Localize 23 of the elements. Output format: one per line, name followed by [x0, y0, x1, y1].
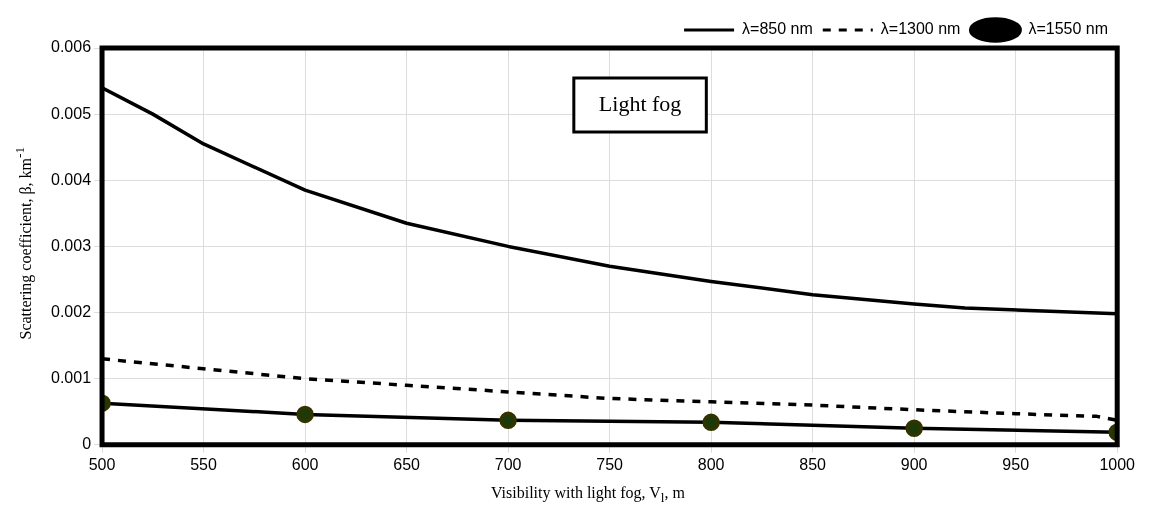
y-tick-label: 0.004	[50, 170, 92, 188]
legend-label: λ=1550 nm	[1028, 20, 1108, 38]
y-tick-label: 0	[82, 435, 92, 453]
x-tick-label: 750	[596, 455, 624, 473]
x-tick-label: 500	[88, 455, 116, 473]
y-tick-label: 0.001	[50, 369, 92, 387]
x-tick-label: 600	[291, 455, 319, 473]
y-tick-label: 0.006	[50, 38, 92, 56]
x-tick-label: 900	[900, 455, 928, 473]
x-tick-label: 850	[799, 455, 827, 473]
legend-label: λ=1300 nm	[880, 20, 961, 38]
annotation: Light fog	[598, 90, 682, 116]
x-tick-label: 700	[494, 455, 522, 473]
legend-label: λ=850 nm	[742, 20, 813, 38]
x-tick-label: 650	[393, 455, 421, 473]
x-tick-label: 950	[1002, 455, 1030, 473]
x-tick-label: 550	[190, 455, 217, 473]
y-tick-label: 0.003	[50, 236, 92, 254]
x-tick-label: 800	[697, 455, 725, 473]
x-axis-title: Visibility with light fog, V$_{l}$, m	[490, 484, 686, 507]
y-tick-label: 0.005	[50, 104, 92, 122]
x-tick-label: 1000	[1099, 455, 1136, 473]
y-tick-label: 0.002	[50, 302, 92, 320]
